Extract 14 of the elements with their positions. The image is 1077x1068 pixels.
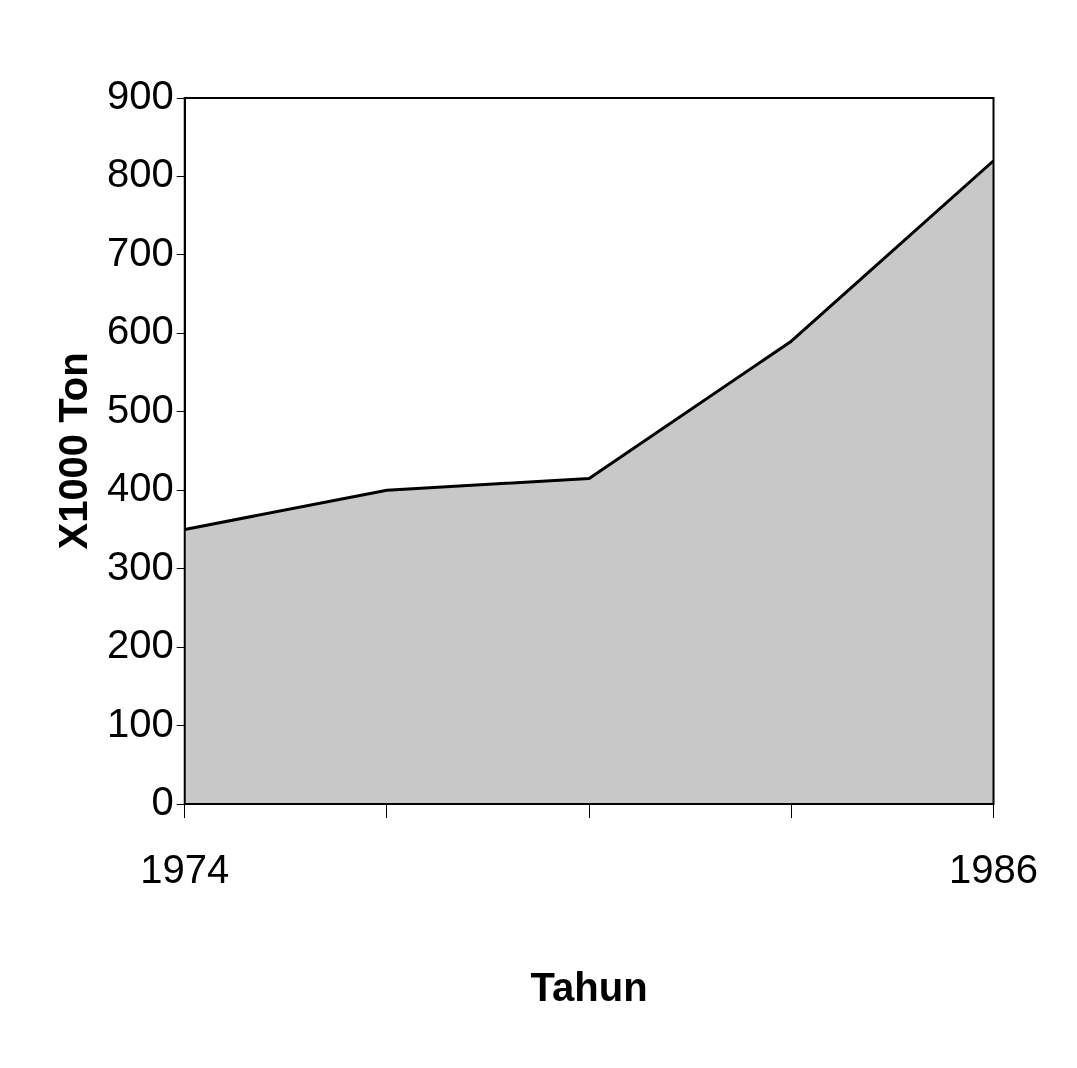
y-tick-label: 400: [106, 465, 174, 510]
y-axis-title: X1000 Ton: [51, 352, 96, 550]
x-tick-label: 1986: [949, 847, 1038, 892]
y-tick-label: 500: [106, 386, 174, 431]
y-tick-label: 900: [106, 73, 174, 118]
y-tick-label: 0: [151, 779, 174, 824]
y-tick-label: 200: [106, 622, 174, 667]
y-tick-label: 100: [106, 700, 174, 745]
y-tick-label: 800: [106, 151, 174, 196]
x-tick-label: 1974: [140, 847, 230, 892]
y-tick-label: 600: [106, 308, 174, 353]
y-tick-label: 700: [106, 229, 174, 274]
x-axis-title: Tahun: [530, 965, 648, 1010]
y-tick-label: 300: [106, 543, 174, 588]
